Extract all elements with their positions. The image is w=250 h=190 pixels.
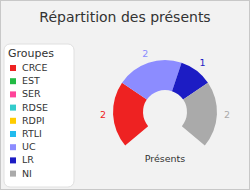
legend-title: Groupes [8,47,54,60]
legend-label: LR [22,154,34,165]
data-label: 2 [224,109,230,120]
background [1,1,250,190]
legend-swatch [10,118,16,124]
legend-swatch [10,78,16,84]
legend-label: RDPI [22,115,44,126]
legend-box [4,44,74,187]
legend-swatch [10,65,16,71]
data-label: 1 [199,57,205,68]
legend: Groupes CRCE EST SER RDSE RDPI RTLI UC LR NI [4,44,74,187]
legend-label: RTLI [22,128,42,139]
legend-swatch [10,105,16,111]
slices [113,60,217,145]
legend-label: UC [22,141,36,152]
legend-swatch [10,157,16,163]
slice [182,83,217,146]
legend-label: NI [22,168,32,179]
legend-label: SER [22,88,41,99]
legend-swatch [10,171,16,177]
legend-swatch [10,144,16,150]
chart: Répartition des présents Groupes CRCE EST SE… [0,0,250,190]
data-label: 2 [142,48,148,59]
legend-swatch [10,91,16,97]
slice [122,60,182,100]
legend-label: RDSE [22,102,48,113]
legend-label: EST [22,75,40,86]
data-labels: 2 2 1 2 [100,48,230,121]
legend-label: CRCE [22,62,47,73]
title: Répartition des présents [39,9,210,25]
plot: 2 2 1 2 [100,48,230,146]
legend-swatch [10,131,16,137]
data-label: 2 [100,109,106,120]
center-label: Présents [145,153,186,164]
